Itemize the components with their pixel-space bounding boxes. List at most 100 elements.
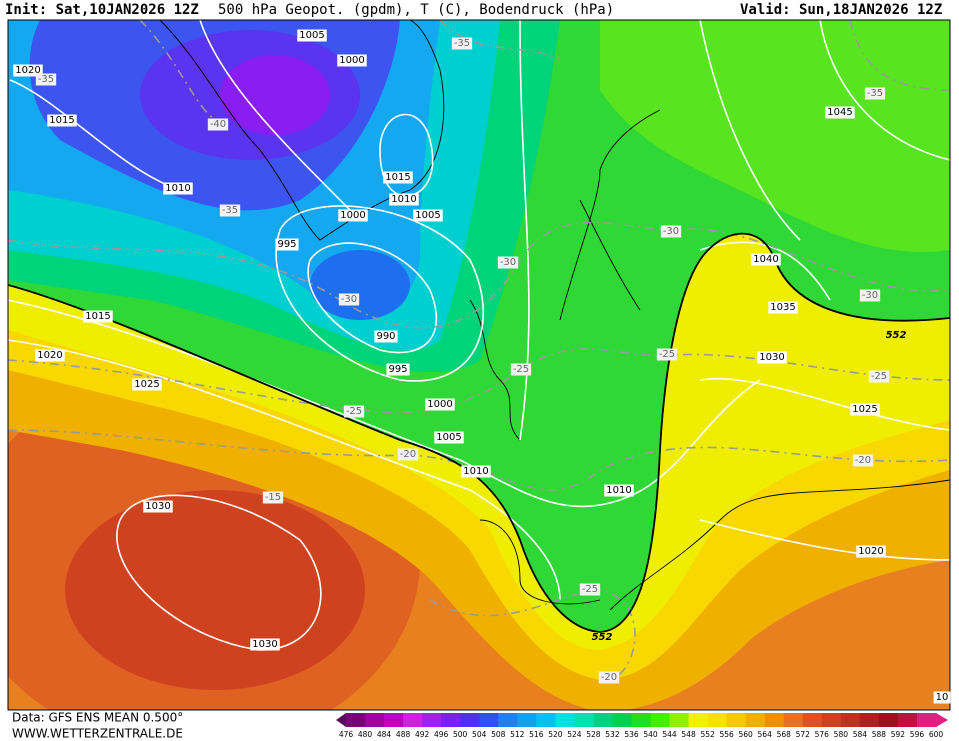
temperature-label-box xyxy=(451,37,473,50)
temperature-label-box xyxy=(579,583,601,596)
colorbar-label: 484 xyxy=(377,730,392,739)
isobar-label: 1000 xyxy=(339,55,364,66)
colorbar-swatch xyxy=(916,713,937,727)
isobar-label-box xyxy=(461,465,491,478)
isobar-label-box xyxy=(383,171,413,184)
temperature-label-box xyxy=(852,454,874,467)
site-name: WWW.WETTERZENTRALE.DE xyxy=(12,727,183,741)
temperature-label-group: -30 xyxy=(497,256,519,269)
isobar-label-box xyxy=(143,500,173,513)
colorbar-label: 576 xyxy=(815,730,830,739)
temperature-label: -20 xyxy=(855,455,871,466)
colorbar-label: 592 xyxy=(891,730,906,739)
temperature-label: -15 xyxy=(265,492,281,503)
colorbar-swatch xyxy=(783,713,804,727)
colorbar-swatch xyxy=(441,713,461,727)
colorbar-swatch xyxy=(688,713,709,727)
colorbar-label: 596 xyxy=(910,730,925,739)
colorbar-label: 540 xyxy=(643,730,658,739)
isobar-label-group: 1025 xyxy=(132,378,162,391)
colorbar-label: 476 xyxy=(339,730,354,739)
temperature-label-group: -25 xyxy=(510,363,532,376)
isobar-label-box xyxy=(275,238,299,251)
colorbar-label: 584 xyxy=(853,730,868,739)
temperature-label: -40 xyxy=(210,119,226,130)
colorbar-label: 524 xyxy=(567,730,582,739)
isobar-label-box xyxy=(250,638,280,651)
temperature-label-box xyxy=(656,348,678,361)
temperature-label-box xyxy=(35,73,57,86)
isobar-label: 1040 xyxy=(753,254,778,265)
init-time: Init: Sat,10JAN2026 12Z xyxy=(5,2,199,18)
colorbar-label: 580 xyxy=(834,730,849,739)
colorbar-swatch xyxy=(593,713,613,727)
colorbar-swatch xyxy=(726,713,747,727)
temperature-label-box xyxy=(510,363,532,376)
isobar-label-group: 1010 xyxy=(163,182,193,195)
colorbar-swatch xyxy=(555,713,575,727)
isobar-label-box xyxy=(389,193,419,206)
isobar xyxy=(8,339,561,601)
isobar-label-group: 1000 xyxy=(338,209,368,222)
temperature-label-group: -35 xyxy=(35,73,57,86)
colorbar-label: 520 xyxy=(548,730,563,739)
isobar-label-box xyxy=(850,403,880,416)
isobar-label-box xyxy=(856,545,886,558)
colorbar-swatch xyxy=(840,713,861,727)
temperature-label: -20 xyxy=(601,672,617,683)
contour-552 xyxy=(8,232,950,633)
isobar-label-group: 1005 xyxy=(434,431,464,444)
data-source: Data: GFS ENS MEAN 0.500° xyxy=(12,711,183,725)
isobar-label: 1010 xyxy=(391,194,416,205)
colorbar-label: 548 xyxy=(681,730,696,739)
field-red xyxy=(65,490,365,690)
colorbar-label: 500 xyxy=(453,730,468,739)
isobar-label: 1010 xyxy=(165,183,190,194)
temperature-label-box xyxy=(660,225,682,238)
isobar-label: 995 xyxy=(277,239,296,250)
temperature-label: -30 xyxy=(341,294,357,305)
colorbar-label: 556 xyxy=(719,730,734,739)
isobar-label-group: 1025 xyxy=(850,403,880,416)
map-title: 500 hPa Geopot. (gpdm), T (C), Bodendruc… xyxy=(218,2,614,18)
isobar xyxy=(116,494,322,651)
isobar-label-group: 1045 xyxy=(825,106,855,119)
isobar-label-group: 1015 xyxy=(83,310,113,323)
temperature-label: -35 xyxy=(222,205,238,216)
valid-time: Valid: Sun,18JAN2026 12Z xyxy=(740,2,942,18)
temperature-label: -35 xyxy=(454,38,470,49)
isobar-label-box xyxy=(425,398,455,411)
isobar-label-box xyxy=(163,182,193,195)
field-low-blue xyxy=(310,250,410,320)
temperature-label: -25 xyxy=(871,371,887,382)
isobar-label-box xyxy=(47,114,77,127)
temperature-label-group: -35 xyxy=(864,87,886,100)
isobar-label: 1015 xyxy=(85,311,110,322)
temperature-label-group: -20 xyxy=(598,671,620,684)
colorbar-swatch xyxy=(536,713,556,727)
temperature-label-group: -25 xyxy=(343,405,365,418)
isobar-label-group: 995 xyxy=(275,238,299,251)
isobar-label: 1020 xyxy=(37,350,62,361)
isobar-label-box xyxy=(297,29,327,42)
colorbar-swatch xyxy=(631,713,652,727)
colorbar-label: 544 xyxy=(662,730,677,739)
isobar-label-box xyxy=(132,378,162,391)
isobar xyxy=(199,20,530,441)
colorbar-swatch xyxy=(612,713,632,727)
isobar-label-box xyxy=(768,301,798,314)
colorbar-label: 532 xyxy=(605,730,620,739)
colorbar-label: 588 xyxy=(872,730,887,739)
isobar-label-box xyxy=(13,64,43,77)
temperature-label-box xyxy=(207,118,229,131)
colorbar-label: 492 xyxy=(415,730,430,739)
colorbar-label: 564 xyxy=(758,730,773,739)
colorbar-label: 528 xyxy=(586,730,601,739)
temperature-label-box xyxy=(397,448,419,461)
isobar-label: 1010 xyxy=(463,466,488,477)
colorbar-swatch xyxy=(346,713,366,727)
map-frame xyxy=(7,19,951,711)
field-light-green xyxy=(600,20,950,252)
colorbar-arrow-right xyxy=(936,713,948,727)
